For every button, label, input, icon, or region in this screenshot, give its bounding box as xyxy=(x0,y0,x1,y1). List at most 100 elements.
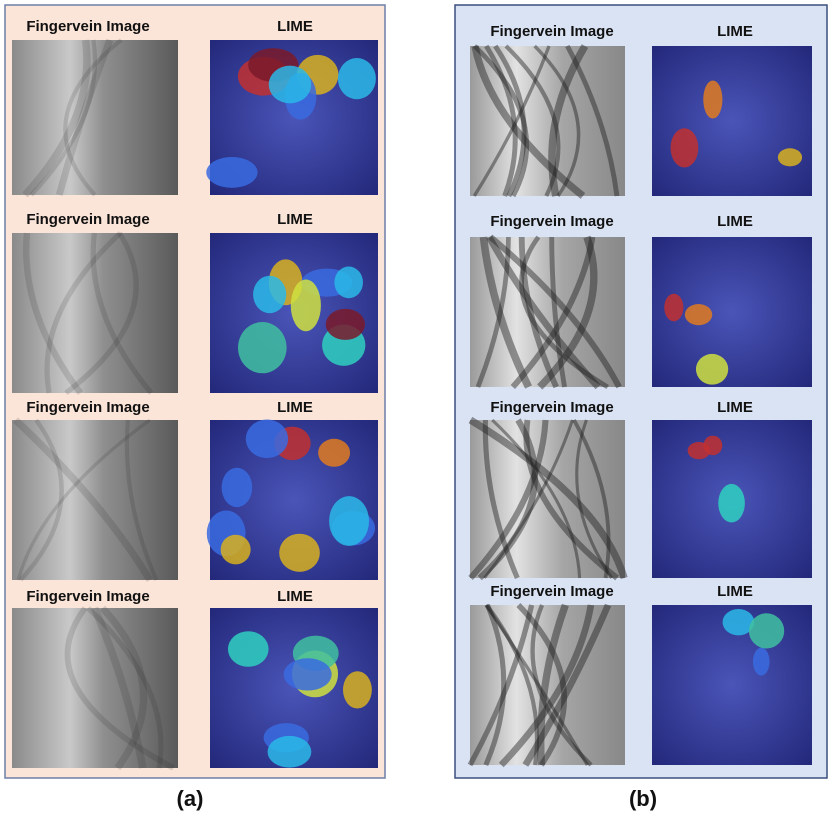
vein xyxy=(548,44,589,197)
vein xyxy=(486,235,601,390)
image-label: Fingervein Image xyxy=(490,213,613,230)
lime-segment xyxy=(290,279,321,332)
image-fill xyxy=(470,420,625,578)
vein xyxy=(484,44,518,197)
vein xyxy=(484,603,540,766)
vein xyxy=(472,44,530,198)
image-label: LIME xyxy=(277,399,313,416)
vein xyxy=(530,604,593,767)
image-label: Fingervein Image xyxy=(490,399,613,416)
image-label: Fingervein Image xyxy=(26,588,149,605)
lime-segment xyxy=(695,353,729,385)
image-fill xyxy=(12,233,178,393)
lime-segment xyxy=(718,483,745,523)
lime-segment xyxy=(283,658,332,691)
image-label: LIME xyxy=(717,399,753,416)
vein xyxy=(488,234,622,389)
image-label: Fingervein Image xyxy=(26,211,149,228)
fingervein-image xyxy=(470,234,625,390)
vein xyxy=(468,419,549,581)
image-fill xyxy=(12,608,178,768)
lime-segment xyxy=(238,322,287,374)
lime-segment xyxy=(220,534,251,565)
fingervein-image xyxy=(12,231,178,396)
lime-segment xyxy=(703,80,723,119)
vein xyxy=(516,603,567,767)
lime-image xyxy=(206,40,378,195)
vein xyxy=(22,39,91,198)
vein xyxy=(493,44,527,198)
lime-image xyxy=(652,46,812,196)
lime-segment xyxy=(318,438,351,467)
vein xyxy=(44,231,123,394)
lime-image xyxy=(652,420,812,578)
image-fill xyxy=(470,605,625,765)
vein xyxy=(575,419,613,579)
vein xyxy=(467,604,535,767)
vein xyxy=(91,606,147,769)
vein xyxy=(537,235,598,390)
panel-caption: (b) xyxy=(629,786,657,811)
image-label: LIME xyxy=(717,213,753,230)
image-label: LIME xyxy=(277,18,313,35)
image-fill xyxy=(470,46,625,196)
vein xyxy=(504,44,561,197)
lime-segment xyxy=(777,148,803,167)
vein xyxy=(510,236,596,389)
vein xyxy=(549,236,568,388)
vein xyxy=(523,419,619,581)
vein xyxy=(522,603,612,767)
lime-segment xyxy=(722,609,755,636)
vein xyxy=(491,418,582,579)
vein xyxy=(519,235,609,390)
lime-image xyxy=(210,233,378,393)
vein xyxy=(468,416,628,580)
vein xyxy=(471,45,586,199)
lime-segment xyxy=(334,266,363,299)
image-label: Fingervein Image xyxy=(490,23,613,40)
vein xyxy=(23,232,83,395)
lime-segment xyxy=(325,308,366,340)
vein xyxy=(124,419,159,581)
lime-segment xyxy=(748,613,785,649)
fingervein-image xyxy=(470,44,625,199)
lime-segment xyxy=(337,58,376,100)
image-label: LIME xyxy=(717,583,753,600)
vein xyxy=(475,236,511,388)
vein xyxy=(63,38,123,197)
vein xyxy=(13,417,153,582)
lime-segment xyxy=(245,419,289,459)
vein xyxy=(483,604,507,767)
vein xyxy=(498,604,595,768)
vein xyxy=(572,419,611,579)
lime-segment xyxy=(752,647,770,676)
lime-image xyxy=(652,237,812,387)
vein xyxy=(90,232,154,395)
lime-image xyxy=(206,419,378,580)
vein xyxy=(479,236,532,389)
fingervein-image xyxy=(467,603,625,768)
vein xyxy=(565,44,620,197)
image-label: Fingervein Image xyxy=(490,583,613,600)
image-label: Fingervein Image xyxy=(26,399,149,416)
vein xyxy=(99,605,148,771)
lime-segment xyxy=(684,304,713,326)
image-label: LIME xyxy=(277,588,313,605)
image-fill xyxy=(12,40,178,195)
vein xyxy=(484,604,589,766)
lime-segment xyxy=(329,496,370,546)
image-label: LIME xyxy=(277,211,313,228)
lime-segment xyxy=(227,631,269,667)
lime-segment xyxy=(664,293,684,322)
lime-segment xyxy=(342,671,372,709)
image-label: LIME xyxy=(717,23,753,40)
vein xyxy=(482,419,520,580)
vein xyxy=(64,606,175,771)
lime-segment xyxy=(670,128,699,168)
image-fill xyxy=(652,46,812,196)
fingervein-image xyxy=(12,417,178,582)
lime-segment xyxy=(268,65,312,104)
vein xyxy=(55,38,114,196)
vein xyxy=(64,231,139,396)
vein xyxy=(518,236,559,389)
